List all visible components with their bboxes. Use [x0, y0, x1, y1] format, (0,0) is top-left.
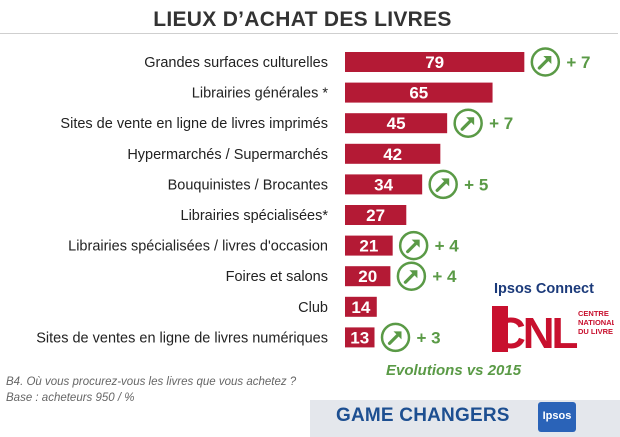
bar: [345, 82, 493, 103]
title-divider: [0, 33, 618, 34]
base-text: Base : acheteurs 950 / %: [6, 392, 135, 404]
category-label: Foires et salons: [226, 269, 328, 285]
bar: [345, 174, 423, 195]
cnl-subtitle-2: NATIONAL: [578, 318, 614, 327]
bar: [345, 296, 377, 317]
cnl-logo: CNL CENTRE NATIONAL DU LIVRE: [492, 306, 614, 356]
cnl-logo-text: CNL: [494, 309, 578, 356]
arrow-head-icon: [393, 331, 402, 340]
bar-value-label: 27: [366, 206, 385, 225]
bar-value-label: 14: [351, 298, 370, 317]
bar-value-label: 65: [409, 84, 428, 103]
bar: [345, 52, 525, 72]
category-label: Sites de ventes en ligne de livres numér…: [36, 330, 328, 346]
ipsos-connect-label: Ipsos Connect: [494, 281, 594, 297]
evolution-label: + 5: [464, 175, 488, 194]
bar-value-label: 13: [350, 328, 369, 347]
category-label: Grandes surfaces culturelles: [144, 55, 328, 71]
bar-chart: Grandes surfaces culturelles 79 + 7 Librair…: [36, 47, 590, 353]
arrow-head-icon: [411, 239, 420, 248]
category-label: Librairies spécialisées*: [181, 208, 329, 224]
category-label: Librairies spécialisées / livres d'occas…: [68, 239, 328, 255]
bar-value-label: 21: [359, 237, 378, 256]
ipsos-badge: Ipsos: [538, 402, 576, 432]
evolution-label: + 7: [566, 53, 590, 72]
bar: [345, 205, 407, 225]
ipsos-badge-text: Ipsos: [542, 410, 572, 422]
arrow-head-icon: [441, 178, 450, 187]
cnl-subtitle-3: DU LIVRE: [578, 327, 613, 336]
bar: [345, 143, 441, 164]
evolution-label: + 4: [432, 267, 457, 286]
category-label: Hypermarchés / Supermarchés: [127, 147, 328, 163]
game-changers-label: GAME CHANGERS: [336, 405, 510, 426]
category-label: Club: [298, 300, 328, 316]
bar: [345, 327, 375, 348]
question-text: B4. Où vous procurez-vous les livres que…: [6, 376, 297, 388]
chart-title: LIEUX D’ACHAT DES LIVRES: [153, 8, 452, 31]
category-label: Bouquinistes / Brocantes: [168, 177, 328, 193]
category-label: Sites de vente en ligne de livres imprim…: [60, 116, 328, 132]
evolution-note: Evolutions vs 2015: [386, 362, 522, 379]
bar-value-label: 45: [387, 114, 406, 133]
cnl-subtitle-1: CENTRE: [578, 309, 609, 318]
bar: [345, 266, 391, 287]
arrow-head-icon: [409, 270, 418, 279]
category-label: Librairies générales *: [192, 86, 329, 102]
evolution-label: + 7: [489, 114, 513, 133]
bar-value-label: 79: [425, 53, 444, 72]
evolution-label: + 3: [417, 328, 441, 347]
evolution-label: + 4: [435, 237, 460, 256]
bar-value-label: 42: [383, 145, 402, 164]
bar: [345, 235, 393, 256]
bar-value-label: 34: [374, 175, 393, 194]
bar: [345, 113, 448, 134]
title-area: LIEUX D’ACHAT DES LIVRES: [0, 0, 620, 34]
bar-value-label: 20: [358, 267, 377, 286]
arrow-head-icon: [466, 117, 475, 126]
arrow-head-icon: [543, 56, 552, 64]
